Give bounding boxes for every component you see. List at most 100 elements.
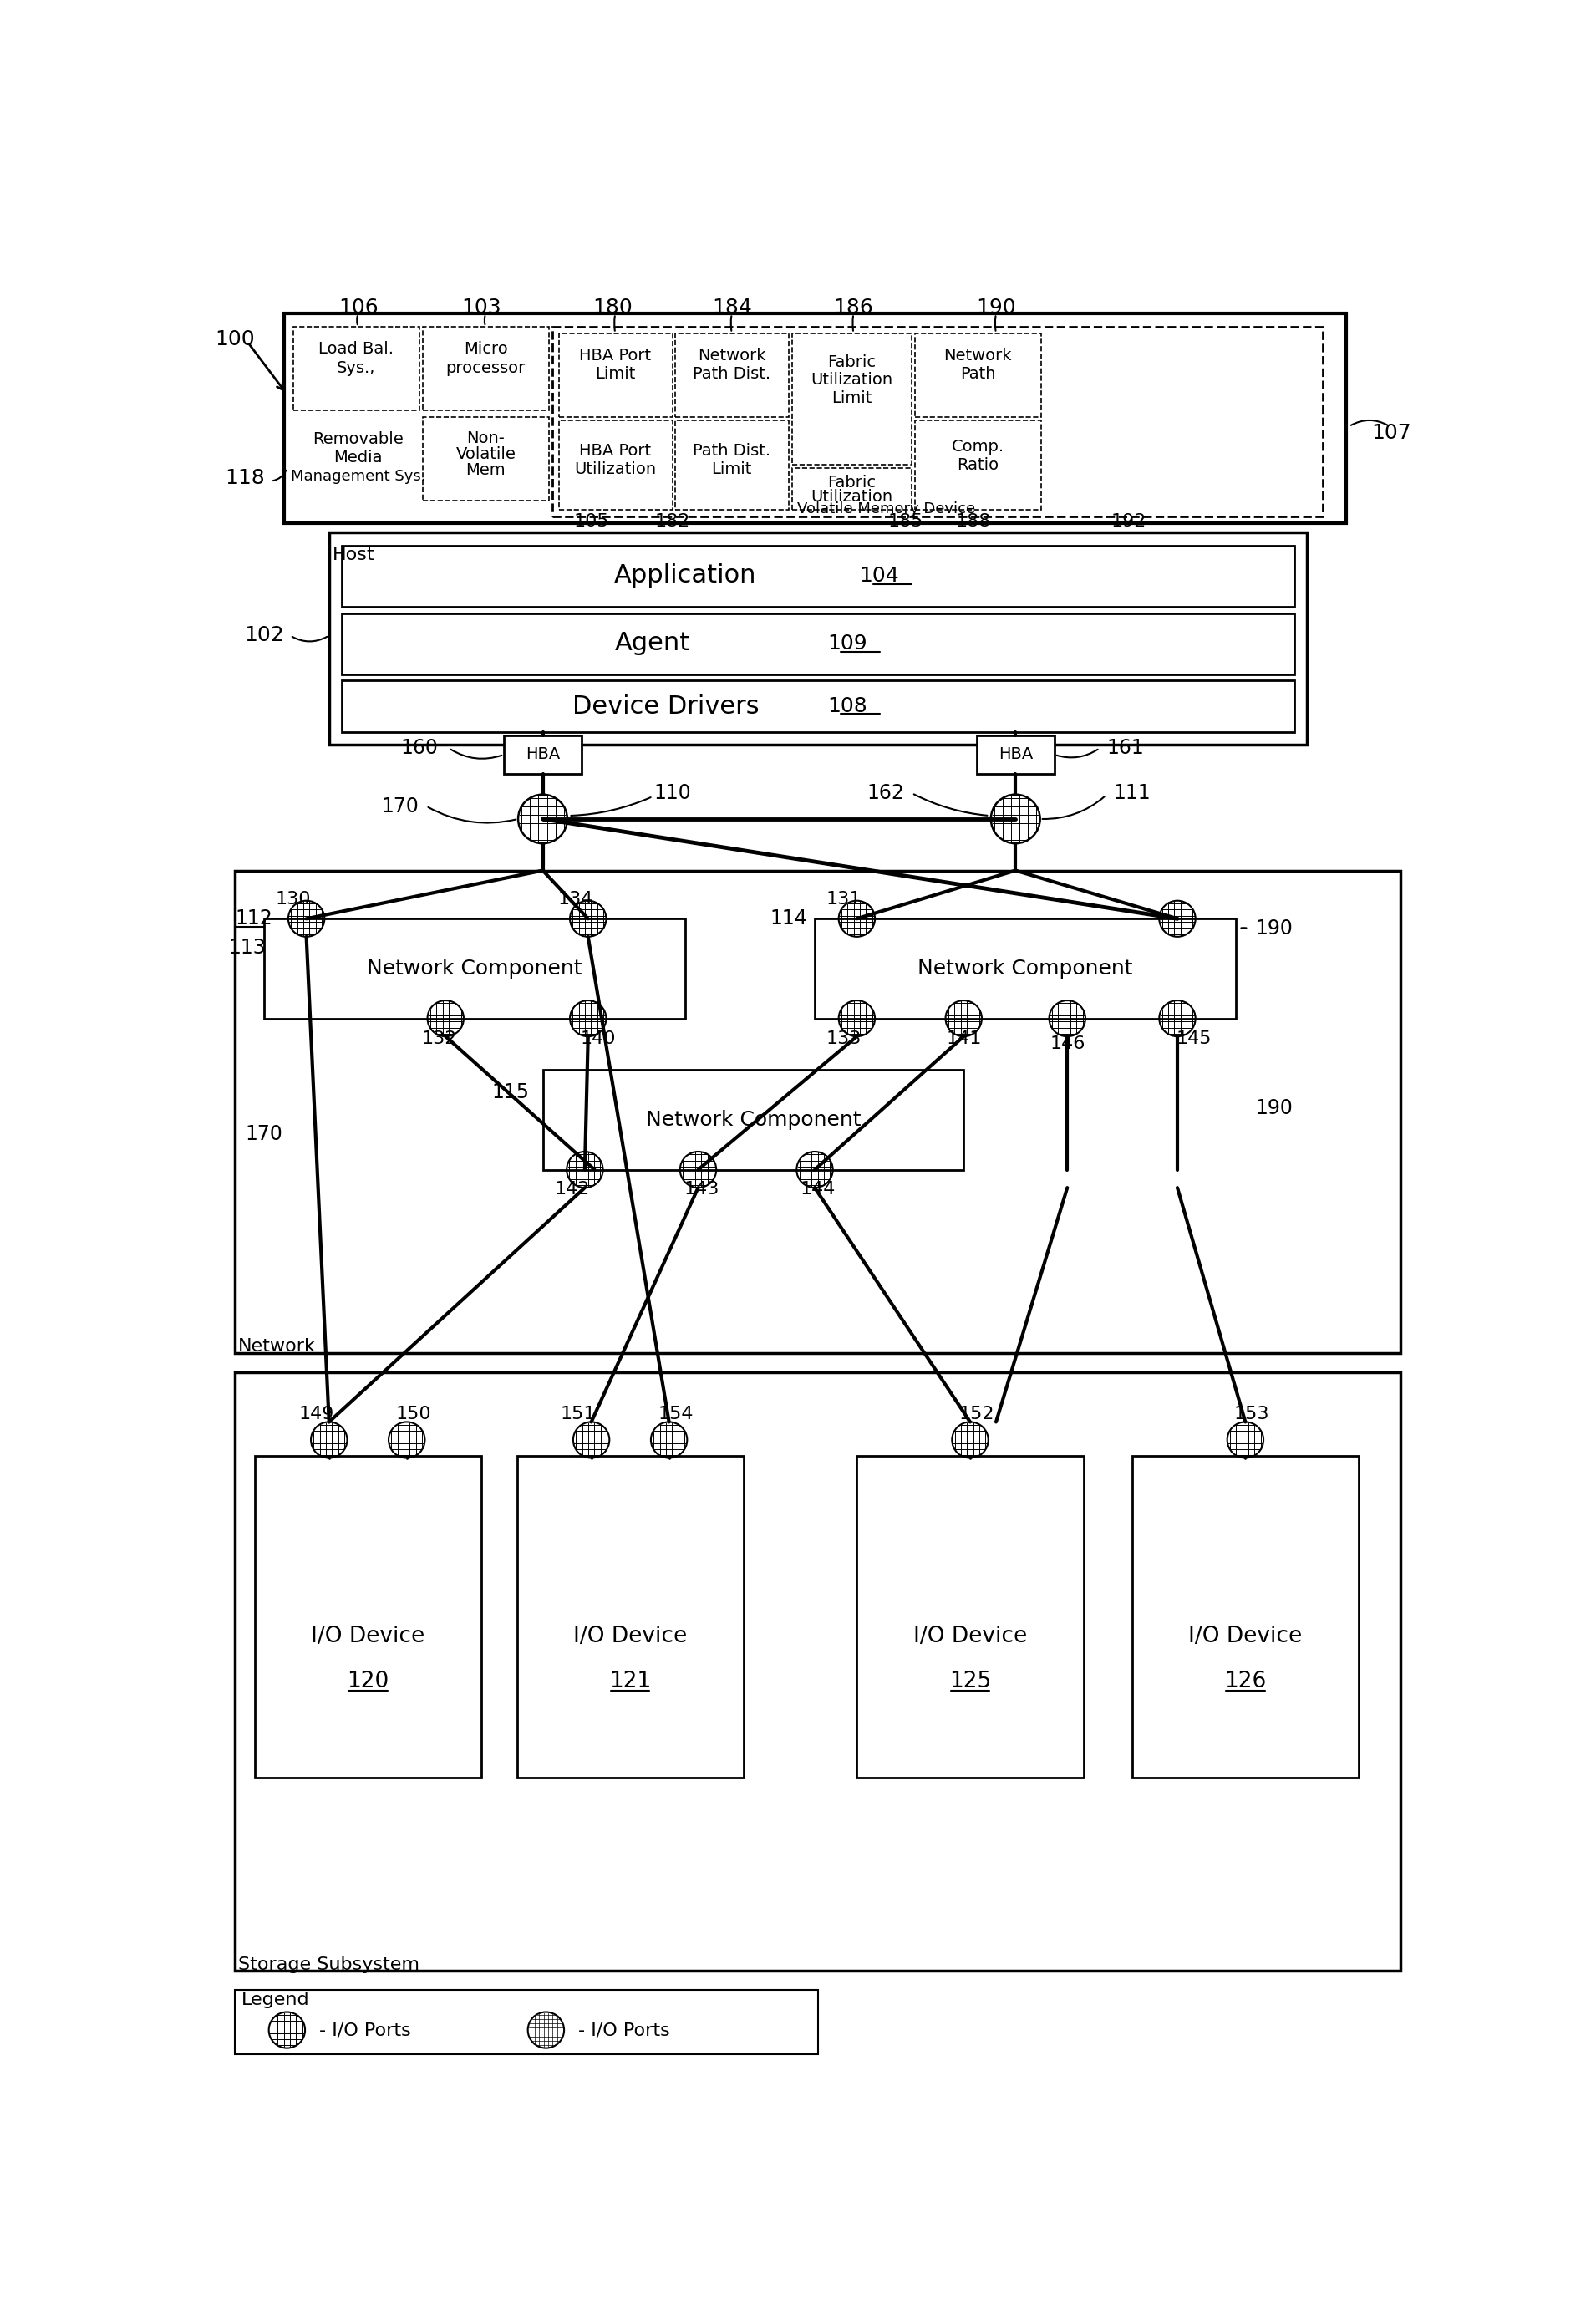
- Text: Sys.,: Sys.,: [337, 360, 375, 376]
- Text: Media: Media: [334, 450, 383, 466]
- Bar: [235, 1373, 1401, 1972]
- Bar: [423, 418, 549, 501]
- Text: 110: 110: [653, 784, 691, 803]
- Text: 190: 190: [1256, 1097, 1293, 1118]
- Bar: [977, 735, 1055, 775]
- Text: 190: 190: [1256, 919, 1293, 937]
- Text: 170: 170: [381, 796, 420, 817]
- Text: Network: Network: [943, 348, 1012, 364]
- Text: 126: 126: [1224, 1670, 1266, 1691]
- Bar: [559, 334, 672, 418]
- Text: Application: Application: [614, 564, 757, 587]
- Text: 108: 108: [827, 696, 867, 717]
- Text: HBA Port: HBA Port: [579, 443, 651, 459]
- Text: 188: 188: [956, 513, 991, 529]
- Text: HBA: HBA: [525, 747, 560, 763]
- Text: - I/O Ports: - I/O Ports: [578, 2021, 670, 2039]
- Text: 115: 115: [492, 1083, 530, 1102]
- Text: 113: 113: [228, 937, 267, 958]
- Bar: [342, 545, 1294, 606]
- Text: Network: Network: [238, 1339, 316, 1355]
- Text: processor: processor: [445, 360, 525, 376]
- Text: 185: 185: [887, 513, 922, 529]
- Text: 150: 150: [396, 1406, 431, 1422]
- Bar: [675, 420, 788, 510]
- Text: 130: 130: [276, 891, 311, 907]
- Bar: [915, 334, 1041, 418]
- Text: 153: 153: [1234, 1406, 1269, 1422]
- Text: Utilization: Utilization: [811, 371, 892, 387]
- Text: Limit: Limit: [595, 367, 635, 380]
- Text: 131: 131: [827, 891, 862, 907]
- Text: 112: 112: [235, 909, 273, 928]
- Text: 161: 161: [1108, 738, 1144, 759]
- Text: Non-: Non-: [466, 429, 504, 445]
- Text: Removable: Removable: [313, 432, 404, 448]
- Text: 104: 104: [860, 566, 900, 585]
- Text: - I/O Ports: - I/O Ports: [319, 2021, 412, 2039]
- Text: 141: 141: [946, 1030, 982, 1046]
- Text: 190: 190: [977, 297, 1017, 318]
- Text: Device Drivers: Device Drivers: [573, 694, 760, 719]
- Text: 102: 102: [244, 626, 284, 645]
- Text: Utilization: Utilization: [811, 490, 892, 506]
- Bar: [284, 313, 1345, 522]
- Text: Fabric: Fabric: [827, 476, 876, 490]
- Text: 114: 114: [771, 909, 808, 928]
- Text: 103: 103: [461, 297, 501, 318]
- Text: 180: 180: [592, 297, 632, 318]
- Text: 120: 120: [346, 1670, 389, 1691]
- Text: Fabric: Fabric: [827, 355, 876, 369]
- Text: Limit: Limit: [712, 462, 752, 478]
- Text: 118: 118: [225, 469, 265, 487]
- Text: Volatile Memory Device: Volatile Memory Device: [796, 501, 975, 517]
- Text: 125: 125: [950, 1670, 991, 1691]
- Text: 106: 106: [338, 297, 378, 318]
- Text: 154: 154: [658, 1406, 693, 1422]
- Text: 144: 144: [800, 1181, 836, 1197]
- Bar: [235, 1991, 819, 2056]
- Text: 142: 142: [554, 1181, 589, 1197]
- Text: 140: 140: [579, 1030, 616, 1046]
- Text: Limit: Limit: [832, 390, 871, 406]
- Bar: [792, 334, 911, 464]
- Text: Network Component: Network Component: [367, 958, 583, 979]
- Text: Path Dist.: Path Dist.: [693, 443, 771, 459]
- Text: 145: 145: [1176, 1030, 1211, 1046]
- Text: HBA Port: HBA Port: [579, 348, 651, 364]
- Text: 170: 170: [246, 1125, 282, 1144]
- Text: 182: 182: [654, 513, 689, 529]
- Bar: [504, 735, 581, 775]
- Text: 111: 111: [1114, 784, 1151, 803]
- Text: HBA: HBA: [997, 747, 1033, 763]
- Text: 162: 162: [867, 784, 905, 803]
- Text: 132: 132: [421, 1030, 456, 1046]
- Bar: [235, 870, 1401, 1353]
- Text: Path Dist.: Path Dist.: [693, 367, 771, 380]
- Text: 121: 121: [610, 1670, 651, 1691]
- Text: Path: Path: [961, 367, 996, 380]
- Text: 184: 184: [712, 297, 752, 318]
- Text: 152: 152: [959, 1406, 994, 1422]
- Bar: [915, 420, 1041, 510]
- Text: I/O Device: I/O Device: [311, 1626, 425, 1647]
- Text: Management Sys.: Management Sys.: [290, 469, 426, 485]
- Bar: [857, 1457, 1084, 1777]
- Bar: [543, 1070, 964, 1169]
- Text: Comp.: Comp.: [951, 438, 1004, 455]
- Bar: [423, 327, 549, 411]
- Text: 100: 100: [215, 329, 255, 350]
- Text: Network Component: Network Component: [646, 1109, 860, 1130]
- Text: Utilization: Utilization: [575, 462, 656, 478]
- Text: 105: 105: [573, 513, 610, 529]
- Text: Host: Host: [332, 548, 375, 564]
- Text: 146: 146: [1050, 1035, 1085, 1053]
- Text: Ratio: Ratio: [958, 457, 999, 473]
- Text: 133: 133: [827, 1030, 862, 1046]
- Bar: [675, 334, 788, 418]
- Text: Network: Network: [697, 348, 766, 364]
- Bar: [792, 469, 911, 510]
- Bar: [552, 327, 1323, 517]
- Text: 192: 192: [1111, 513, 1146, 529]
- Bar: [342, 680, 1294, 733]
